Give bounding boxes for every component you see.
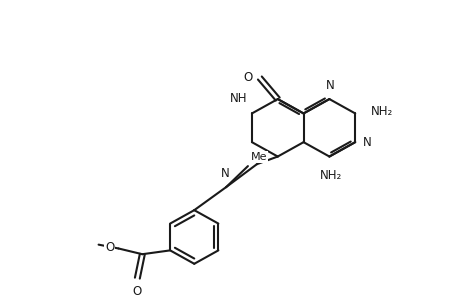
Text: O: O [133, 285, 142, 298]
Text: N: N [220, 167, 229, 181]
Text: N: N [363, 136, 371, 149]
Text: Me: Me [250, 152, 267, 162]
Text: NH₂: NH₂ [370, 105, 392, 118]
Text: N: N [325, 80, 334, 92]
Text: O: O [243, 70, 252, 83]
Text: NH₂: NH₂ [319, 169, 342, 182]
Text: NH: NH [229, 92, 246, 105]
Text: O: O [105, 241, 114, 254]
